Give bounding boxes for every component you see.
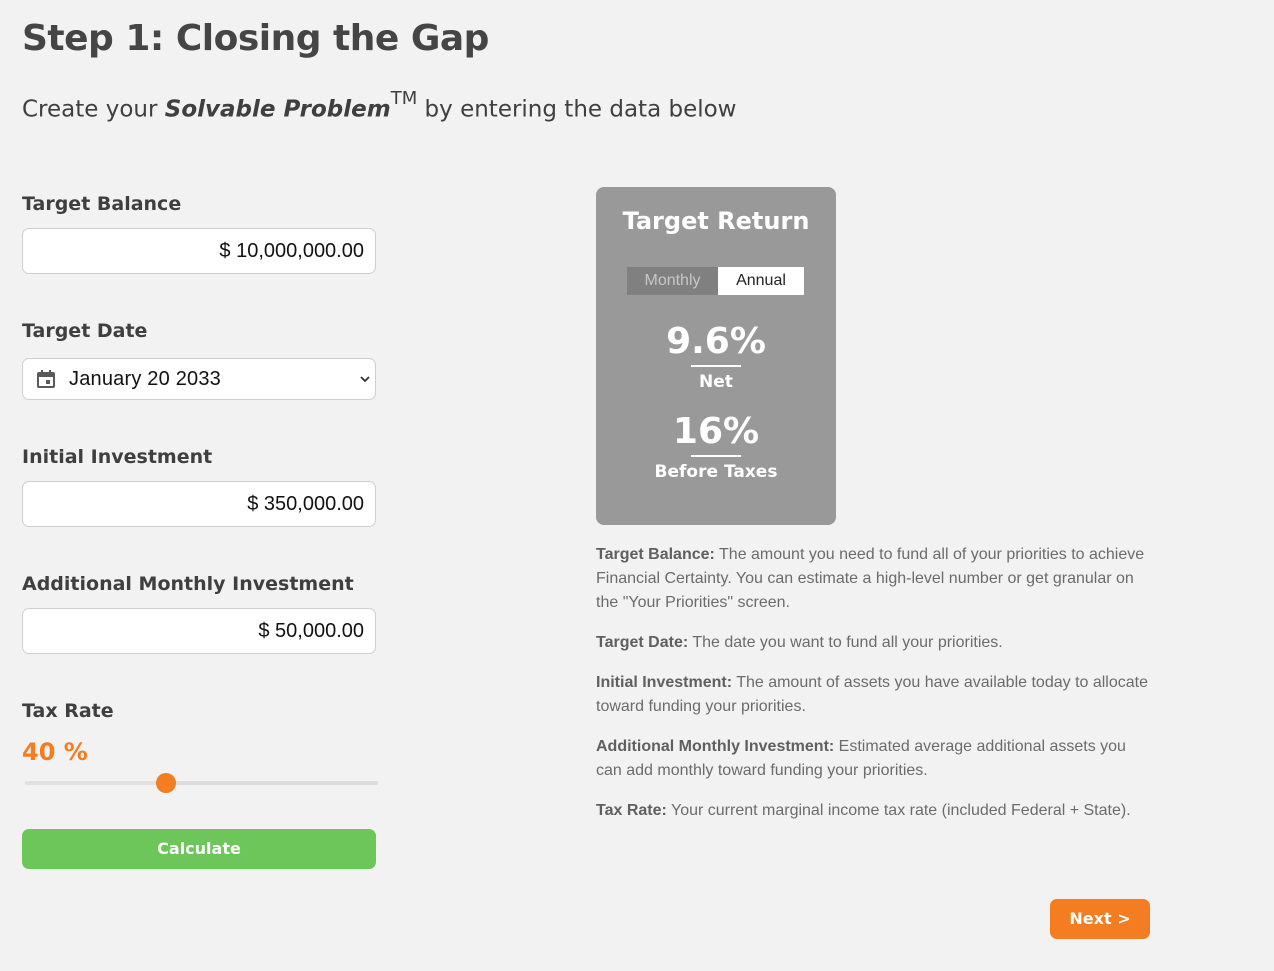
target-return-title: Target Return bbox=[622, 207, 810, 235]
definition-item: Target Date: The date you want to fund a… bbox=[596, 631, 1156, 655]
target-date-label: Target Date bbox=[22, 320, 148, 342]
definition-item: Target Balance: The amount you need to f… bbox=[596, 543, 1156, 615]
definition-text: Estimated average additional assets you … bbox=[596, 738, 1126, 779]
definition-term: Additional Monthly Investment: bbox=[596, 738, 835, 755]
target-date-select[interactable]: January 20 2033 bbox=[22, 358, 376, 400]
tax-rate-slider-thumb[interactable] bbox=[156, 773, 177, 793]
definition-term: Tax Rate: bbox=[596, 802, 667, 819]
calculate-button[interactable]: Calculate bbox=[22, 829, 376, 869]
net-return-label: Net bbox=[699, 372, 733, 392]
initial-investment-label: Initial Investment bbox=[22, 446, 213, 468]
definition-text: The amount you need to fund all of your … bbox=[596, 546, 1145, 611]
definition-text: The date you want to fund all your prior… bbox=[688, 634, 1003, 651]
pretax-return-value: 16% bbox=[672, 411, 760, 452]
subtitle-emphasis: Solvable Problem bbox=[164, 96, 391, 123]
definition-item: Additional Monthly Investment: Estimated… bbox=[596, 735, 1156, 783]
field-definitions: Target Balance: The amount you need to f… bbox=[596, 543, 1156, 839]
subtitle-suffix: by entering the data below bbox=[417, 96, 737, 123]
target-return-card: Target Return Monthly Annual 9.6% Net 16… bbox=[596, 187, 836, 525]
toggle-monthly[interactable]: Monthly bbox=[627, 267, 718, 295]
tax-rate-slider-fill bbox=[25, 781, 167, 785]
subtitle-prefix: Create your bbox=[22, 96, 165, 123]
page-title: Step 1: Closing the Gap bbox=[22, 18, 489, 59]
definition-term: Target Balance: bbox=[596, 546, 715, 563]
definition-item: Initial Investment: The amount of assets… bbox=[596, 671, 1156, 719]
toggle-annual[interactable]: Annual bbox=[718, 267, 804, 295]
definition-term: Initial Investment: bbox=[596, 674, 733, 691]
pretax-divider bbox=[691, 455, 741, 457]
target-balance-input[interactable]: $ 10,000,000.00 bbox=[22, 228, 376, 274]
tax-rate-label: Tax Rate bbox=[22, 700, 114, 722]
pretax-return-label: Before Taxes bbox=[654, 462, 778, 482]
page-subtitle: Create your Solvable ProblemTM by enteri… bbox=[22, 88, 737, 123]
definition-term: Target Date: bbox=[596, 634, 689, 651]
trademark-mark: TM bbox=[390, 88, 418, 109]
monthly-investment-label: Additional Monthly Investment bbox=[22, 573, 354, 595]
next-button[interactable]: Next > bbox=[1050, 899, 1150, 939]
tax-rate-slider-track[interactable] bbox=[25, 781, 378, 785]
target-balance-label: Target Balance bbox=[22, 193, 182, 215]
return-period-toggle: Monthly Annual bbox=[627, 267, 804, 295]
tax-rate-value: 40 % bbox=[22, 738, 88, 766]
chevron-down-icon bbox=[360, 376, 370, 383]
calendar-icon bbox=[37, 370, 55, 388]
definition-text: Your current marginal income tax rate (i… bbox=[666, 802, 1131, 819]
definition-item: Tax Rate: Your current marginal income t… bbox=[596, 799, 1156, 823]
net-return-value: 9.6% bbox=[666, 321, 766, 362]
definition-text: The amount of assets you have available … bbox=[596, 674, 1148, 715]
target-date-value: January 20 2033 bbox=[69, 367, 222, 390]
net-divider bbox=[691, 365, 741, 367]
monthly-investment-input[interactable]: $ 50,000.00 bbox=[22, 608, 376, 654]
initial-investment-input[interactable]: $ 350,000.00 bbox=[22, 481, 376, 527]
